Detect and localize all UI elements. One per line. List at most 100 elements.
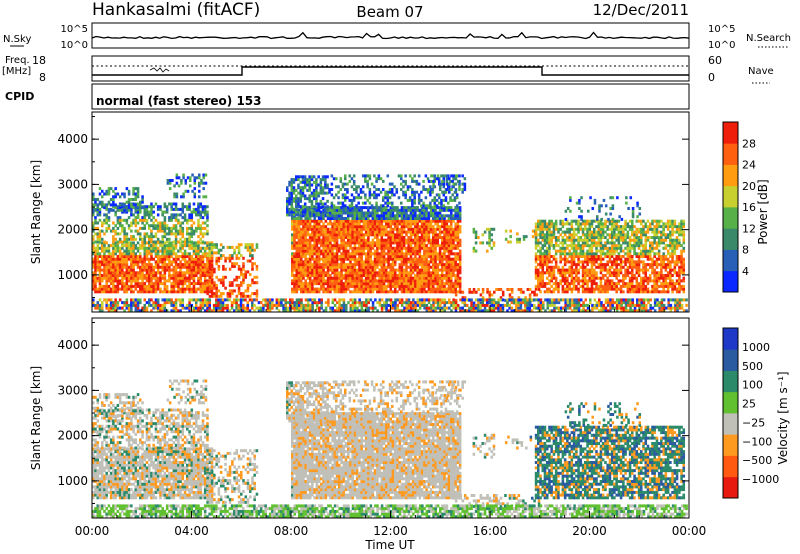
- power-cell: [134, 260, 138, 264]
- power-cell: [546, 238, 549, 242]
- power-cell: [125, 263, 129, 267]
- power-cell: [206, 290, 209, 294]
- power-cell: [127, 255, 131, 259]
- power-cell: [190, 229, 194, 233]
- power-cell: [107, 224, 111, 228]
- power-cell: [379, 177, 383, 181]
- power-cell: [132, 218, 135, 222]
- power-cell: [572, 284, 576, 288]
- power-cell: [226, 256, 230, 260]
- power-cell: [566, 252, 569, 256]
- power-cell: [121, 271, 124, 275]
- power-cell: [338, 211, 341, 215]
- power-cell: [313, 238, 316, 242]
- power-cell: [443, 252, 446, 256]
- power-cell: [301, 186, 305, 190]
- power-cell: [570, 238, 574, 242]
- power-cell: [177, 213, 180, 217]
- power-cell: [112, 246, 115, 250]
- power-cell: [150, 237, 153, 241]
- power-cell: [563, 249, 567, 253]
- power-cell: [458, 252, 462, 256]
- power-cell: [575, 252, 578, 256]
- power-cell: [436, 236, 440, 240]
- power-cell: [136, 274, 140, 278]
- power-cell: [360, 238, 363, 242]
- power-cell: [413, 190, 416, 194]
- power-cell: [161, 290, 164, 294]
- power-cell: [458, 225, 462, 229]
- power-cell: [121, 276, 124, 280]
- power-cell: [333, 276, 337, 280]
- power-cell: [458, 174, 461, 178]
- power-cell: [568, 233, 571, 237]
- power-cell: [311, 208, 314, 212]
- power-cell: [355, 279, 359, 283]
- power-cell: [452, 241, 455, 245]
- power-cell: [432, 276, 435, 280]
- nave-label: Nave: [748, 66, 774, 77]
- power-cell: [414, 246, 417, 250]
- power-cell: [170, 226, 173, 230]
- power-cell: [590, 287, 594, 291]
- power-cell: [291, 257, 294, 261]
- power-cell: [543, 244, 547, 248]
- power-cell: [344, 249, 348, 253]
- power-cell: [351, 290, 354, 294]
- power-cell: [402, 236, 406, 240]
- power-cell: [414, 276, 417, 280]
- power-cell: [458, 271, 462, 275]
- power-cell: [566, 268, 569, 272]
- power-cell: [237, 248, 241, 252]
- power-cell: [190, 265, 194, 269]
- power-cell: [297, 284, 301, 288]
- power-cell: [306, 290, 310, 294]
- power-cell: [570, 271, 574, 275]
- power-cell: [554, 236, 558, 240]
- power-cell: [445, 282, 449, 286]
- power-cell: [329, 217, 332, 221]
- power-cell: [407, 219, 410, 223]
- power-cell: [422, 204, 425, 208]
- power-cell: [382, 284, 386, 288]
- power-cell: [420, 214, 424, 218]
- power-cell: [367, 211, 370, 215]
- power-cell: [407, 217, 410, 221]
- power-cell: [96, 207, 100, 211]
- power-cell: [317, 257, 321, 261]
- power-cell: [458, 185, 461, 189]
- power-cell: [331, 244, 334, 248]
- power-cell: [308, 290, 312, 294]
- power-cell: [297, 276, 301, 280]
- power-cell: [358, 268, 361, 272]
- power-cell: [355, 222, 359, 226]
- power-cell: [152, 216, 155, 220]
- power-cell: [557, 287, 560, 291]
- power-cell: [371, 290, 375, 294]
- power-cell: [405, 233, 408, 237]
- power-cell: [385, 233, 388, 237]
- power-cell: [163, 229, 167, 233]
- power-cell: [522, 237, 526, 241]
- power-cell: [541, 227, 545, 231]
- power-cell: [559, 252, 562, 256]
- power-cell: [121, 284, 124, 288]
- power-cell: [358, 276, 361, 280]
- power-cell: [362, 268, 366, 272]
- power-cell: [127, 237, 131, 241]
- power-cell: [548, 268, 551, 272]
- power-cell: [121, 192, 124, 196]
- power-cell: [409, 211, 413, 215]
- power-cell: [315, 290, 319, 294]
- power-cell: [385, 274, 388, 278]
- power-cell: [378, 219, 381, 223]
- power-cell: [568, 284, 571, 288]
- power-cell: [375, 196, 378, 200]
- power-cell: [306, 265, 310, 269]
- power-cell: [320, 274, 323, 278]
- power-cell: [154, 284, 158, 288]
- power-cell: [324, 206, 328, 210]
- power-cell: [132, 213, 135, 217]
- power-cell: [297, 238, 301, 242]
- power-cell: [299, 175, 303, 179]
